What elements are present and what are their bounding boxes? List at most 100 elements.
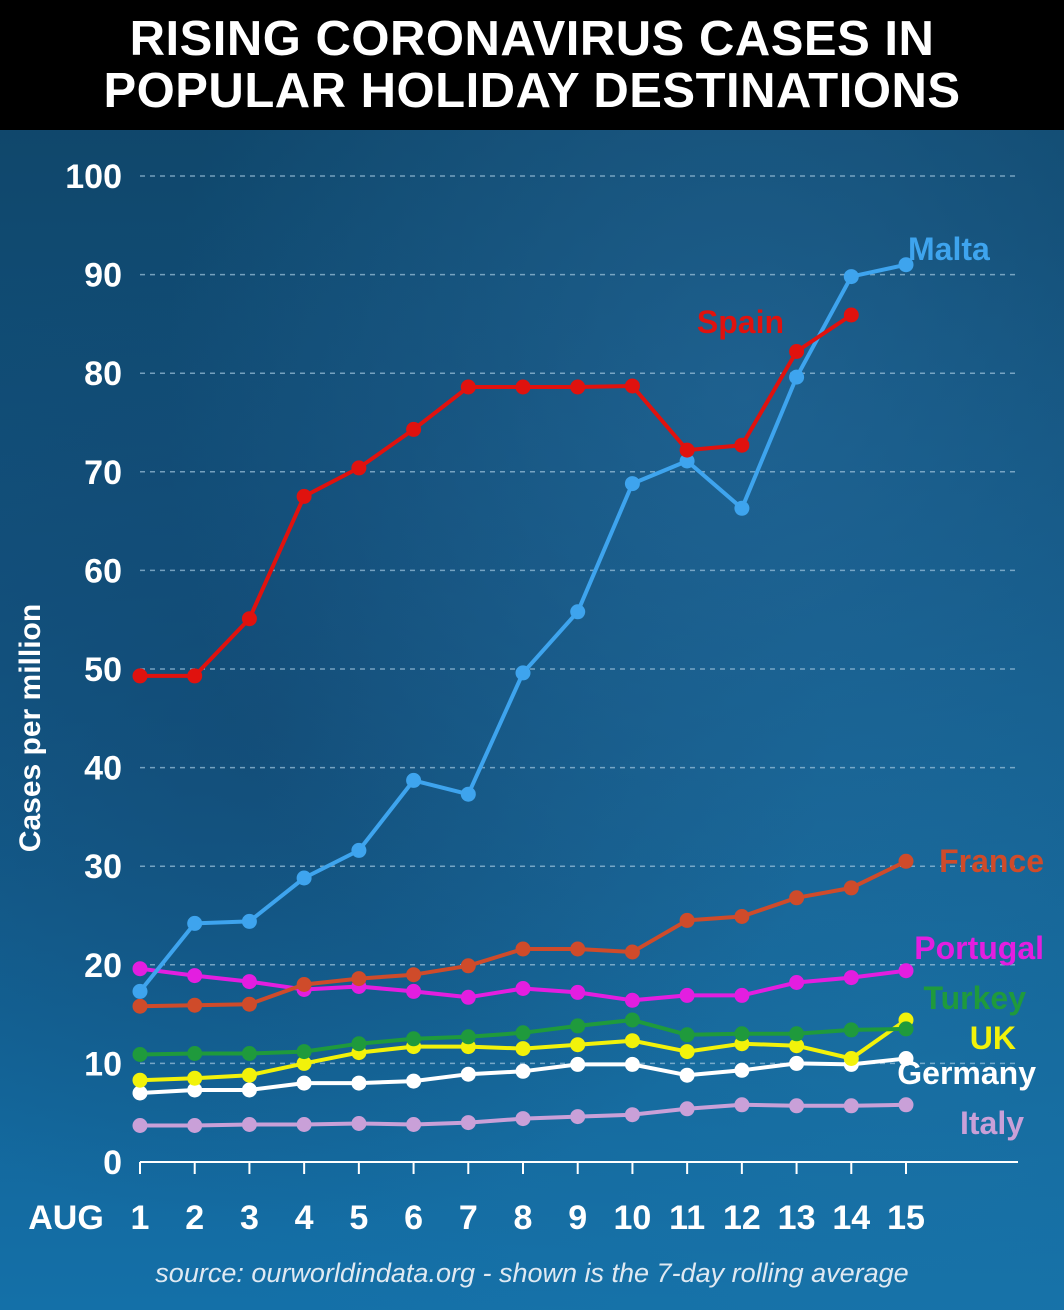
chart-title-line-2: POPULAR HOLIDAY DESTINATIONS <box>103 64 961 118</box>
x-tick-label: 4 <box>295 1199 314 1237</box>
y-tick-label: 0 <box>103 1144 122 1182</box>
data-point-spain <box>132 668 148 684</box>
y-tick-label: 20 <box>84 947 122 985</box>
series <box>132 257 914 1133</box>
data-point-portugal <box>187 968 203 984</box>
data-point-uk <box>789 1038 805 1054</box>
data-point-portugal <box>789 975 805 990</box>
data-point-italy <box>898 1097 914 1113</box>
data-point-turkey <box>241 1046 257 1061</box>
data-point-portugal <box>679 987 695 1003</box>
data-point-malta <box>515 665 531 681</box>
series-label-uk: UK <box>970 1020 1016 1056</box>
data-point-malta <box>624 476 640 492</box>
data-point-france <box>406 967 422 983</box>
x-tick-label: 6 <box>404 1199 423 1237</box>
x-tick-label: 10 <box>614 1199 652 1237</box>
data-point-italy <box>296 1117 312 1132</box>
data-point-uk <box>570 1037 586 1053</box>
data-point-italy <box>570 1109 586 1125</box>
data-point-turkey <box>296 1044 312 1060</box>
x-tick-label: 15 <box>887 1199 925 1237</box>
data-point-germany <box>296 1075 312 1091</box>
data-point-uk <box>679 1044 695 1060</box>
data-point-malta <box>241 913 257 929</box>
data-point-germany <box>241 1082 257 1098</box>
data-point-france <box>351 971 367 987</box>
data-point-malta <box>679 453 695 469</box>
y-tick-label: 40 <box>84 750 122 788</box>
data-point-spain <box>460 379 476 395</box>
x-tick-label: 5 <box>349 1199 368 1237</box>
data-point-malta <box>296 870 312 886</box>
series-label-germany: Germany <box>897 1055 1036 1091</box>
data-point-germany <box>624 1056 640 1072</box>
series-uk <box>132 1012 914 1088</box>
data-point-france <box>515 941 531 957</box>
x-tick-label: 9 <box>568 1199 587 1237</box>
data-point-italy <box>406 1117 422 1132</box>
data-point-germany <box>406 1073 422 1089</box>
x-tick-label: 3 <box>240 1199 259 1237</box>
data-point-spain <box>843 307 859 323</box>
data-point-spain <box>241 611 257 627</box>
data-point-turkey <box>898 1021 914 1037</box>
data-point-italy <box>515 1111 531 1127</box>
data-point-italy <box>460 1115 476 1131</box>
data-point-germany <box>570 1056 586 1072</box>
data-point-portugal <box>570 984 586 1000</box>
data-point-portugal <box>734 987 750 1003</box>
x-tick-label: 11 <box>669 1199 705 1237</box>
x-tick-label: 2 <box>185 1199 204 1237</box>
data-point-france <box>624 944 640 960</box>
data-point-italy <box>132 1118 148 1133</box>
series-spain <box>132 307 859 684</box>
data-point-uk <box>624 1033 640 1049</box>
data-point-uk <box>515 1041 531 1057</box>
x-tick-label: 12 <box>723 1199 761 1237</box>
x-tick-label: 14 <box>832 1199 870 1237</box>
data-point-turkey <box>351 1036 367 1052</box>
data-point-spain <box>789 344 805 359</box>
data-point-uk <box>296 1055 312 1071</box>
data-point-france <box>570 941 586 957</box>
data-point-spain <box>734 437 750 453</box>
data-point-spain <box>406 421 422 437</box>
data-point-spain <box>624 378 640 394</box>
data-point-spain <box>679 442 695 458</box>
data-point-uk <box>241 1067 257 1083</box>
data-point-portugal <box>898 963 914 979</box>
data-point-turkey <box>679 1027 695 1043</box>
data-point-turkey <box>624 1012 640 1028</box>
data-point-france <box>241 996 257 1012</box>
data-point-portugal <box>132 961 148 977</box>
data-point-france <box>460 958 476 974</box>
data-point-france <box>296 977 312 992</box>
data-point-malta <box>898 257 914 273</box>
x-tick-label: 8 <box>514 1199 533 1237</box>
data-point-france <box>187 997 203 1013</box>
series-malta <box>132 257 914 999</box>
chart-title-line-1: RISING CORONAVIRUS CASES IN <box>129 12 935 66</box>
data-point-uk <box>187 1070 203 1086</box>
data-point-malta <box>789 369 805 385</box>
series-label-france: France <box>939 843 1044 879</box>
data-point-malta <box>132 983 148 999</box>
data-point-spain <box>570 379 586 395</box>
y-axis-label: Cases per million <box>14 604 47 852</box>
data-point-italy <box>843 1098 859 1114</box>
data-point-germany <box>351 1075 367 1091</box>
data-point-turkey <box>187 1046 203 1061</box>
data-point-turkey <box>734 1026 750 1042</box>
data-point-germany <box>187 1082 203 1098</box>
x-tick-label: 7 <box>459 1199 478 1237</box>
data-point-france <box>734 909 750 924</box>
data-point-malta <box>406 772 422 788</box>
data-point-turkey <box>515 1025 531 1041</box>
gridlines <box>140 175 1018 1065</box>
x-axis-label: AUG <box>28 1199 104 1237</box>
data-point-italy <box>187 1118 203 1133</box>
x-tick-label: 13 <box>778 1199 816 1237</box>
data-point-turkey <box>460 1029 476 1045</box>
